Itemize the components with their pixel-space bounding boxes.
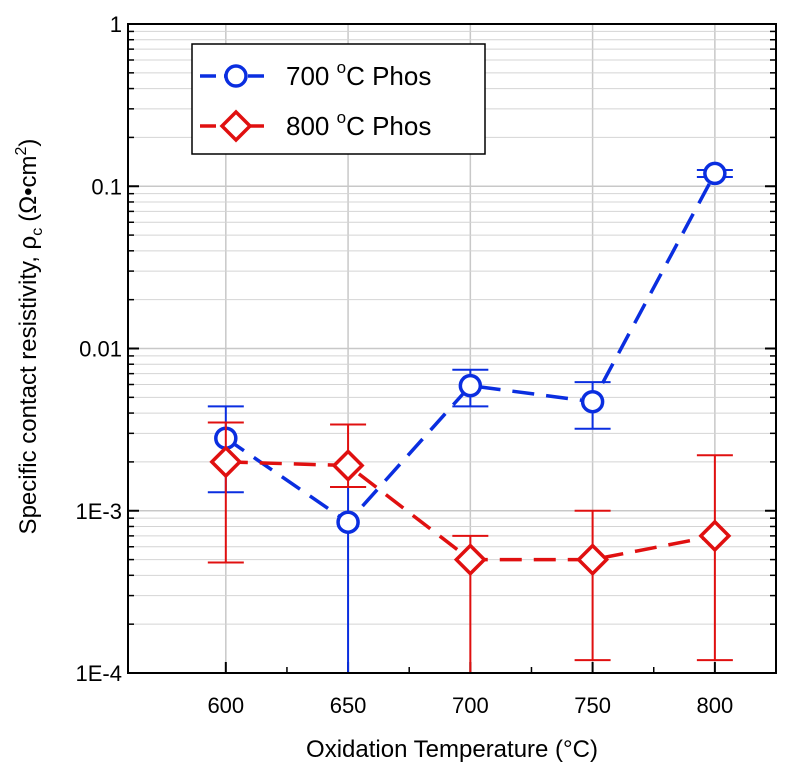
y-tick-label: 1 bbox=[110, 12, 122, 37]
x-axis-label: Oxidation Temperature (°C) bbox=[306, 736, 598, 763]
legend-marker bbox=[219, 109, 253, 143]
data-point bbox=[331, 449, 365, 482]
y-axis-label-subscript: c bbox=[29, 228, 46, 236]
x-tick-label: 750 bbox=[574, 693, 611, 718]
x-tick-label: 650 bbox=[330, 693, 367, 718]
legend-item-0: 700 oC Phos bbox=[200, 58, 431, 91]
y-axis-label: Specific contact resistivity, ρc (Ω•cm2) bbox=[13, 139, 46, 535]
grid bbox=[128, 24, 776, 673]
data-point bbox=[576, 543, 610, 577]
data-point bbox=[698, 519, 732, 553]
y-tick-label: 0.01 bbox=[79, 337, 122, 362]
y-tick-label: 1E-3 bbox=[76, 499, 122, 524]
data-point bbox=[336, 510, 360, 534]
legend-label-superscript: o bbox=[337, 108, 346, 127]
plot-frame bbox=[127, 23, 777, 674]
legend-label: 700 oC Phos bbox=[286, 58, 431, 91]
legend-label-post: C Phos bbox=[346, 111, 431, 141]
legend-marker bbox=[224, 64, 248, 88]
legend-label-pre: 700 bbox=[286, 61, 337, 91]
series-0 bbox=[207, 161, 733, 673]
legend-label-pre: 800 bbox=[286, 111, 337, 141]
x-tick-label: 800 bbox=[697, 693, 734, 718]
series-layer bbox=[207, 161, 733, 673]
y-axis-label-main: Specific contact resistivity, ρ bbox=[15, 236, 42, 535]
legend-label-post: C Phos bbox=[346, 61, 431, 91]
y-axis-label-unit-close: ) bbox=[15, 139, 42, 147]
legend-item-1: 800 oC Phos bbox=[200, 108, 431, 143]
data-point bbox=[453, 543, 487, 577]
series-1 bbox=[207, 421, 733, 673]
legend-label-superscript: o bbox=[337, 58, 346, 77]
legend-label: 800 oC Phos bbox=[286, 108, 431, 141]
y-tick-label: 1E-4 bbox=[76, 661, 122, 686]
data-point bbox=[458, 373, 483, 398]
x-tick-label: 600 bbox=[207, 693, 244, 718]
data-point bbox=[580, 389, 605, 414]
y-tick-label: 0.1 bbox=[91, 174, 122, 199]
x-axis-ticks: 600 650 700 750 800 bbox=[207, 662, 733, 718]
x-tick-label: 700 bbox=[452, 693, 489, 718]
y-axis-label-unit-open: (Ω•cm bbox=[15, 155, 42, 221]
data-point bbox=[209, 445, 243, 479]
y-axis-label-unit-superscript: 2 bbox=[13, 146, 30, 155]
data-point bbox=[703, 161, 727, 186]
